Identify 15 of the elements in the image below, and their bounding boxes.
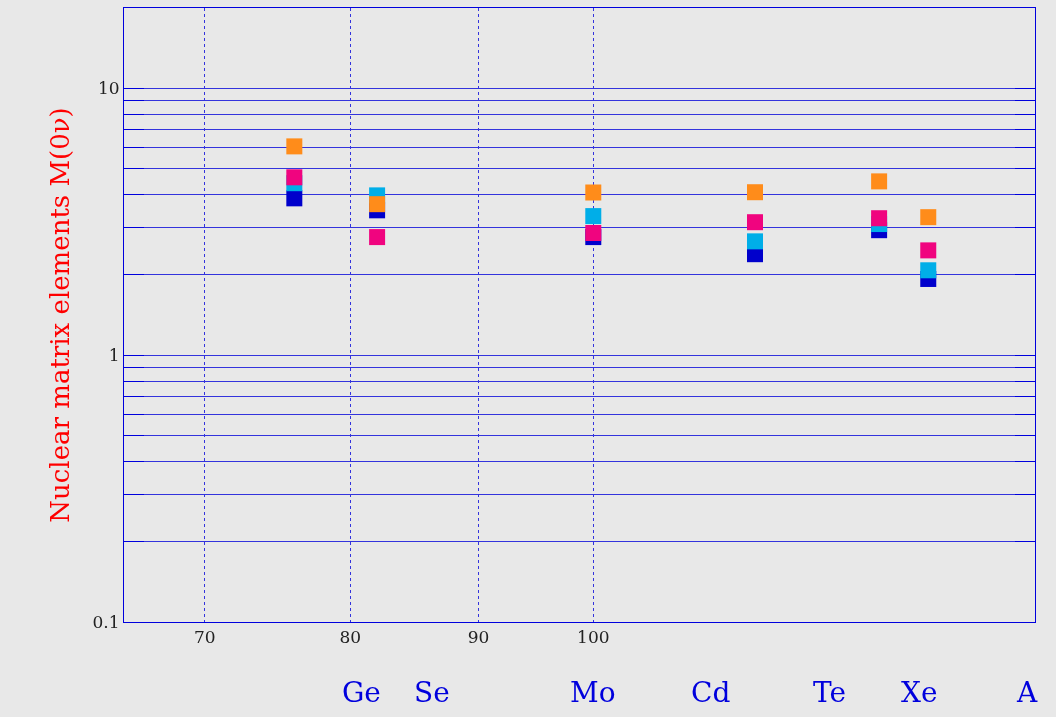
x-tick-label: 70	[193, 627, 216, 648]
text: Se	[414, 676, 450, 709]
x-tick-label: 90	[467, 627, 490, 648]
text: Cd	[691, 676, 731, 709]
text: Mo	[570, 676, 616, 709]
y-tick-label: 10	[97, 78, 120, 99]
text: Xe	[901, 676, 938, 709]
y-tick-label: 1	[108, 345, 120, 366]
y-axis-title: Nuclear matrix elements M(0ν)	[44, 107, 75, 523]
x-tick-label: 100	[577, 627, 610, 648]
x-axis-title: A	[1016, 676, 1038, 709]
y-tick-label: 0.1	[92, 611, 120, 632]
x-tick-label: 80	[339, 627, 362, 648]
text: Ge	[342, 676, 381, 709]
text: Te	[813, 676, 847, 709]
